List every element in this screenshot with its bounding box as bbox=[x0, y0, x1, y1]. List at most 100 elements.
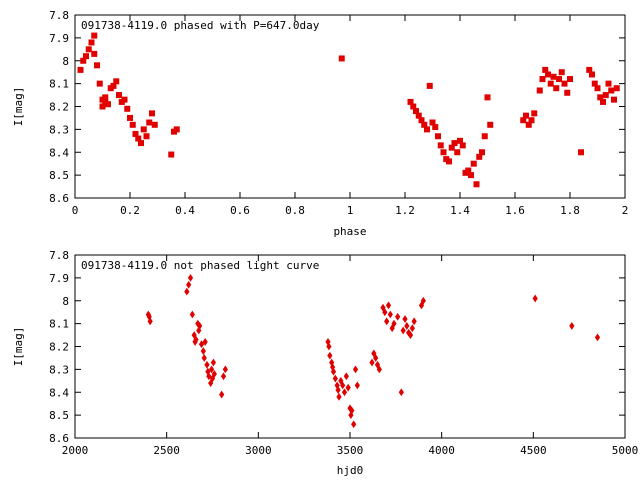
data-point bbox=[341, 388, 348, 397]
data-point bbox=[335, 386, 341, 394]
data-point bbox=[523, 112, 529, 119]
data-point bbox=[138, 140, 144, 147]
y-axis-label: I[mag] bbox=[12, 87, 25, 127]
data-point bbox=[398, 388, 404, 397]
data-point bbox=[528, 117, 535, 124]
y-tick-label: 8.3 bbox=[49, 123, 69, 136]
data-point bbox=[116, 92, 122, 99]
y-tick-label: 8.5 bbox=[49, 169, 69, 182]
data-point bbox=[558, 69, 565, 76]
data-point bbox=[409, 324, 415, 333]
data-point bbox=[374, 360, 381, 369]
data-point bbox=[426, 82, 433, 89]
x-tick-label: 3000 bbox=[245, 444, 272, 457]
plot-title: 091738-4119.0 phased with P=647.0day bbox=[81, 19, 320, 32]
data-point bbox=[437, 142, 444, 149]
data-point bbox=[219, 390, 225, 399]
x-tick-label: 3500 bbox=[337, 444, 364, 457]
data-point bbox=[446, 158, 452, 165]
data-point bbox=[336, 392, 342, 401]
data-point bbox=[209, 374, 216, 383]
data-point bbox=[330, 367, 337, 376]
data-point bbox=[327, 351, 333, 360]
data-point bbox=[210, 358, 217, 367]
data-point bbox=[147, 317, 153, 326]
data-point bbox=[391, 319, 397, 328]
data-point bbox=[85, 46, 92, 53]
data-point bbox=[440, 149, 447, 156]
x-tick-label: 0.8 bbox=[285, 204, 305, 217]
x-tick-label: 2000 bbox=[62, 444, 89, 457]
data-point bbox=[198, 340, 205, 349]
x-tick-label: 5000 bbox=[612, 444, 639, 457]
data-point bbox=[400, 326, 406, 335]
data-point bbox=[77, 66, 84, 73]
data-point bbox=[553, 85, 560, 92]
data-point bbox=[200, 347, 206, 355]
data-point bbox=[536, 87, 543, 94]
data-point bbox=[561, 80, 568, 87]
x-tick-label: 1 bbox=[347, 204, 354, 217]
data-point bbox=[578, 149, 584, 156]
data-point bbox=[349, 406, 355, 415]
data-point bbox=[382, 308, 388, 317]
data-point bbox=[569, 322, 575, 330]
data-point bbox=[484, 94, 491, 101]
data-point bbox=[208, 365, 215, 374]
data-point bbox=[479, 149, 485, 156]
data-point bbox=[140, 126, 147, 133]
data-point bbox=[121, 96, 128, 103]
data-point bbox=[94, 62, 100, 69]
data-point bbox=[151, 121, 158, 128]
data-point bbox=[411, 317, 417, 326]
data-point bbox=[404, 322, 410, 330]
data-point bbox=[376, 365, 382, 374]
data-point bbox=[567, 76, 573, 83]
data-point bbox=[435, 133, 441, 140]
data-point bbox=[332, 374, 338, 383]
x-tick-label: 2500 bbox=[153, 444, 180, 457]
data-point bbox=[605, 80, 612, 87]
data-point bbox=[143, 133, 150, 140]
x-tick-label: 1.6 bbox=[505, 204, 525, 217]
x-tick-label: 4500 bbox=[520, 444, 547, 457]
data-point bbox=[354, 381, 360, 390]
data-point bbox=[369, 358, 375, 367]
x-tick-label: 0.2 bbox=[120, 204, 140, 217]
data-point bbox=[387, 310, 393, 319]
y-tick-label: 8 bbox=[62, 295, 69, 308]
data-point bbox=[91, 32, 98, 39]
data-point bbox=[351, 420, 357, 429]
data-point bbox=[186, 280, 192, 289]
data-point bbox=[345, 383, 351, 392]
y-tick-label: 7.9 bbox=[49, 272, 69, 285]
data-point bbox=[206, 372, 212, 381]
data-point bbox=[385, 301, 392, 310]
data-point bbox=[402, 315, 408, 323]
data-point bbox=[129, 121, 136, 128]
x-tick-label: 0.6 bbox=[230, 204, 250, 217]
x-tick-label: 4000 bbox=[428, 444, 455, 457]
y-tick-label: 8.5 bbox=[49, 409, 69, 422]
data-point bbox=[602, 92, 609, 99]
data-point bbox=[191, 331, 197, 339]
y-tick-label: 8 bbox=[62, 55, 69, 68]
data-point bbox=[424, 126, 430, 133]
x-axis-label: phase bbox=[333, 225, 366, 238]
x-tick-label: 1.2 bbox=[395, 204, 415, 217]
data-point bbox=[481, 133, 488, 140]
y-axis-label: I[mag] bbox=[12, 327, 25, 367]
data-point bbox=[470, 160, 477, 167]
data-point bbox=[589, 71, 595, 78]
data-point bbox=[432, 124, 439, 131]
y-tick-label: 7.8 bbox=[49, 9, 69, 22]
data-point bbox=[418, 301, 425, 310]
data-point bbox=[326, 342, 332, 351]
data-point bbox=[149, 110, 155, 117]
plot-title: 091738-4119.0 not phased light curve bbox=[81, 259, 319, 272]
data-point bbox=[338, 55, 345, 62]
data-point bbox=[459, 142, 466, 149]
data-point bbox=[343, 372, 349, 381]
data-point bbox=[113, 78, 120, 85]
data-point bbox=[193, 335, 199, 344]
